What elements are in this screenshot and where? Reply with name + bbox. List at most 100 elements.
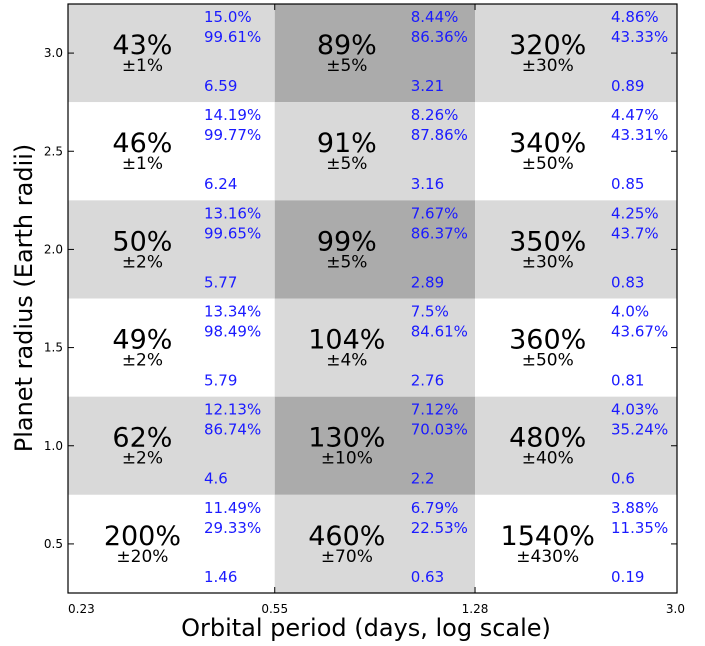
cell-side-bottom-label: 3.16 bbox=[411, 175, 444, 193]
cell-side-bottom-label: 2.89 bbox=[411, 273, 444, 291]
cell-side-bottom-label: 6.59 bbox=[204, 77, 237, 95]
heatmap-cell bbox=[475, 298, 677, 397]
cell-side-top-label: 6.79% bbox=[411, 499, 459, 517]
cell-error-label: ±5% bbox=[326, 154, 367, 174]
cell-side-bottom-label: 4.6 bbox=[204, 470, 228, 488]
y-tick-label: 2.0 bbox=[44, 242, 63, 256]
x-tick-label: 3.0 bbox=[666, 602, 685, 616]
cell-side-top-label: 4.25% bbox=[611, 204, 659, 222]
cell-side-mid-label: 86.74% bbox=[204, 421, 261, 439]
cell-side-top-label: 4.03% bbox=[611, 401, 659, 419]
cell-error-label: ±430% bbox=[516, 547, 579, 567]
cell-error-label: ±1% bbox=[122, 56, 163, 76]
cell-side-mid-label: 70.03% bbox=[411, 421, 468, 439]
cell-value-label: 360% bbox=[509, 325, 586, 356]
cell-value-label: 130% bbox=[308, 423, 385, 454]
y-axis-title: Planet radius (Earth radii) bbox=[10, 144, 38, 453]
heatmap-cell bbox=[68, 298, 275, 397]
heatmap-cell bbox=[475, 102, 677, 201]
cell-value-label: 200% bbox=[104, 521, 181, 552]
cell-error-label: ±5% bbox=[326, 56, 367, 76]
cell-side-mid-label: 43.67% bbox=[611, 323, 668, 341]
cell-side-mid-label: 29.33% bbox=[204, 519, 261, 537]
cell-error-label: ±2% bbox=[122, 252, 163, 272]
cell-side-bottom-label: 5.77 bbox=[204, 273, 237, 291]
y-tick-label: 1.5 bbox=[44, 341, 63, 355]
y-tick-label: 1.0 bbox=[44, 439, 63, 453]
heatmap-cell bbox=[475, 494, 677, 593]
heatmap-cell bbox=[274, 102, 476, 201]
cell-value-label: 320% bbox=[509, 30, 586, 61]
cell-error-label: ±20% bbox=[116, 547, 168, 567]
frame-layer bbox=[67, 3, 678, 594]
cell-value-label: 62% bbox=[112, 423, 172, 454]
cell-side-bottom-label: 0.6 bbox=[611, 470, 635, 488]
cell-error-label: ±2% bbox=[122, 351, 163, 371]
cell-value-label: 350% bbox=[509, 226, 586, 257]
cell-side-top-label: 13.34% bbox=[204, 303, 261, 321]
heatmap-cell bbox=[68, 494, 275, 593]
y-tick-label: 2.5 bbox=[44, 144, 63, 158]
cell-error-label: ±50% bbox=[522, 154, 574, 174]
cell-side-mid-label: 98.49% bbox=[204, 323, 261, 341]
y-tick-label: 3.0 bbox=[44, 46, 63, 60]
heatmap-cell bbox=[475, 200, 677, 299]
cell-side-mid-label: 22.53% bbox=[411, 519, 468, 537]
heatmap-cell bbox=[68, 4, 275, 103]
cell-error-label: ±40% bbox=[522, 449, 574, 469]
plot-frame bbox=[67, 3, 678, 594]
cell-side-bottom-label: 2.76 bbox=[411, 372, 444, 390]
cell-error-label: ±5% bbox=[326, 252, 367, 272]
cell-side-bottom-label: 0.85 bbox=[611, 175, 644, 193]
heatmap-cell bbox=[274, 4, 476, 103]
cell-side-bottom-label: 0.81 bbox=[611, 372, 644, 390]
cell-value-label: 49% bbox=[112, 325, 172, 356]
cell-side-mid-label: 87.86% bbox=[411, 126, 468, 144]
cell-value-label: 460% bbox=[308, 521, 385, 552]
cell-value-label: 104% bbox=[308, 325, 385, 356]
cell-side-mid-label: 35.24% bbox=[611, 421, 668, 439]
cell-side-mid-label: 99.77% bbox=[204, 126, 261, 144]
text-layer: 43%±1%15.0%99.61%6.5989%±5%8.44%86.36%3.… bbox=[104, 8, 668, 586]
cell-side-mid-label: 99.61% bbox=[204, 28, 261, 46]
cell-value-label: 91% bbox=[317, 128, 377, 159]
cell-side-mid-label: 99.65% bbox=[204, 224, 261, 242]
cell-value-label: 1540% bbox=[501, 521, 595, 552]
cell-error-label: ±70% bbox=[321, 547, 373, 567]
cell-value-label: 89% bbox=[317, 30, 377, 61]
cell-value-label: 50% bbox=[112, 226, 172, 257]
cell-side-bottom-label: 0.83 bbox=[611, 273, 644, 291]
heatmap-cell bbox=[68, 102, 275, 201]
cell-side-top-label: 14.19% bbox=[204, 106, 261, 124]
cell-error-label: ±4% bbox=[326, 351, 367, 371]
heatmap-cell bbox=[274, 494, 476, 593]
cell-side-mid-label: 11.35% bbox=[611, 519, 668, 537]
x-axis-title: Orbital period (days, log scale) bbox=[181, 614, 551, 642]
cell-side-mid-label: 86.36% bbox=[411, 28, 468, 46]
cell-error-label: ±50% bbox=[522, 351, 574, 371]
cell-error-label: ±30% bbox=[522, 56, 574, 76]
cell-side-bottom-label: 0.89 bbox=[611, 77, 644, 95]
cell-side-top-label: 13.16% bbox=[204, 204, 261, 222]
x-tick-label: 1.28 bbox=[462, 602, 489, 616]
x-tick-label: 0.55 bbox=[261, 602, 288, 616]
heatmap-cell bbox=[68, 200, 275, 299]
cell-error-label: ±10% bbox=[321, 449, 373, 469]
y-tick-label: 0.5 bbox=[44, 537, 63, 551]
cells-layer bbox=[68, 4, 677, 593]
cell-side-top-label: 7.12% bbox=[411, 401, 459, 419]
heatmap-cell bbox=[475, 396, 677, 495]
cell-error-label: ±1% bbox=[122, 154, 163, 174]
cell-side-top-label: 7.5% bbox=[411, 303, 449, 321]
cell-side-bottom-label: 6.24 bbox=[204, 175, 237, 193]
cell-side-mid-label: 86.37% bbox=[411, 224, 468, 242]
cell-side-top-label: 8.44% bbox=[411, 8, 459, 26]
cell-side-mid-label: 43.33% bbox=[611, 28, 668, 46]
cell-side-top-label: 11.49% bbox=[204, 499, 261, 517]
cell-side-bottom-label: 1.46 bbox=[204, 568, 237, 586]
x-tick-label: 0.23 bbox=[68, 602, 95, 616]
cell-side-bottom-label: 0.19 bbox=[611, 568, 644, 586]
cell-side-top-label: 15.0% bbox=[204, 8, 252, 26]
